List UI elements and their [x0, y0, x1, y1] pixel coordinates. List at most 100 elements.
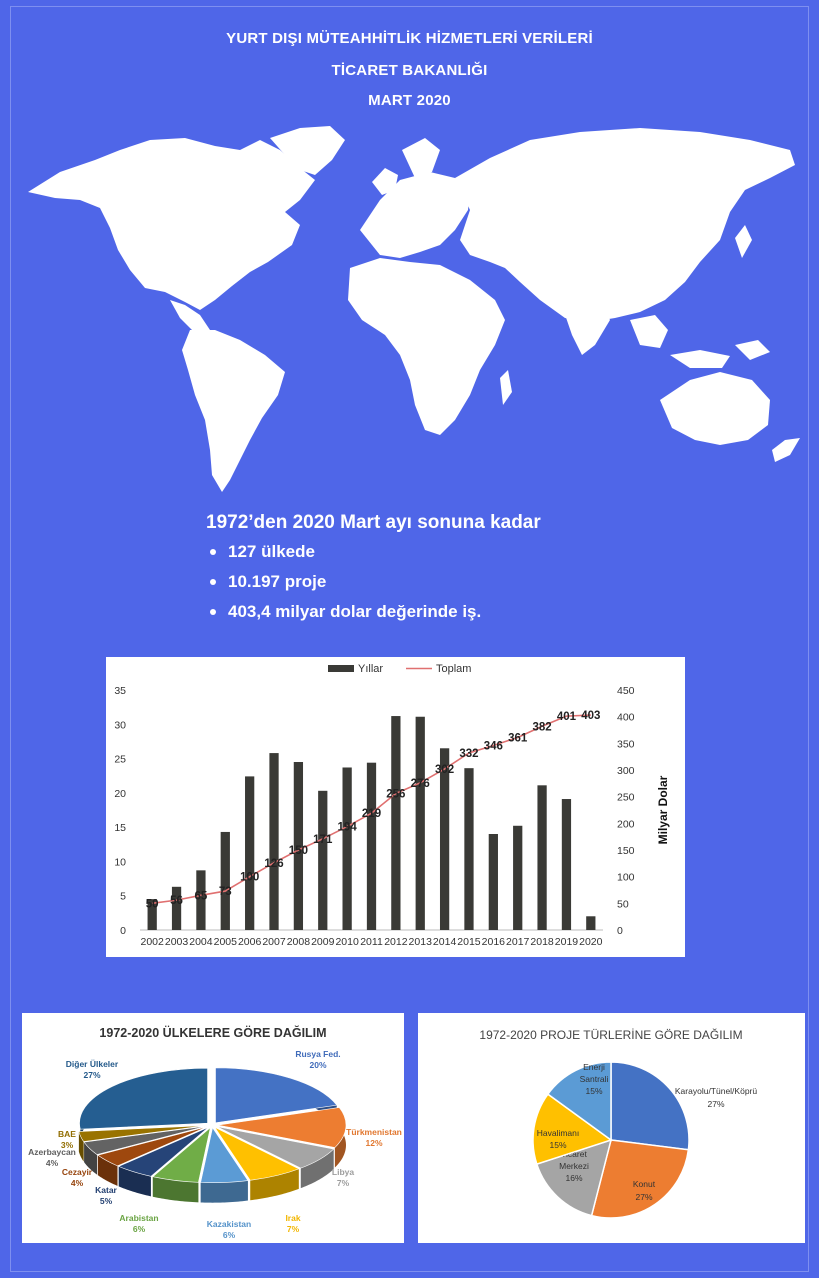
pie-slice-percent: 6% [133, 1224, 146, 1234]
bar [561, 799, 572, 930]
bar [147, 899, 157, 930]
pie-slice [117, 1126, 209, 1177]
total-data-label: 73 [219, 886, 232, 898]
x-tick-label: 2015 [457, 936, 481, 948]
total-data-label: 50 [146, 898, 159, 910]
pie-slice-label: Katar [95, 1185, 117, 1195]
y-left-tick-label: 20 [114, 788, 126, 800]
bar [196, 870, 206, 930]
pie-slice-label: Havalimanı [537, 1128, 580, 1138]
pie-slice-percent: 7% [287, 1224, 300, 1234]
bar [488, 834, 498, 930]
summary-item: 403,4 milyar dolar değerinde iş. [206, 602, 541, 622]
pie-slice-percent: 7% [337, 1178, 350, 1188]
pie-slice-side [97, 1155, 118, 1186]
bar [415, 716, 425, 930]
pie-slice-side [200, 1180, 248, 1203]
pie-slice-percent: 16% [565, 1173, 582, 1183]
x-tick-label: 2008 [287, 936, 311, 948]
bar [171, 886, 182, 930]
y-right-tick-label: 0 [617, 925, 623, 937]
pie-slice-label: Irak [285, 1213, 300, 1223]
bar [537, 785, 547, 930]
bar [513, 825, 523, 930]
x-tick-label: 2005 [214, 936, 238, 948]
pie-slice [217, 1107, 347, 1148]
pie-slice-label: Rusya Fed. [295, 1049, 340, 1059]
pie-slice [610, 1061, 690, 1151]
pie-slice-percent: 27% [83, 1070, 100, 1080]
bar [366, 762, 377, 930]
pie-slice-side [118, 1166, 151, 1197]
total-data-label: 256 [386, 788, 405, 800]
pie-slice-side [250, 1168, 299, 1201]
pie-slice-side [84, 1142, 98, 1175]
pie-slice-percent: 27% [635, 1192, 652, 1202]
pie-slice-label: Merkezi [559, 1161, 589, 1171]
pie-slice-label: Türkmenistan [346, 1127, 402, 1137]
y-left-tick-label: 10 [114, 856, 126, 868]
pie-slice-percent: 15% [549, 1140, 566, 1150]
bar [220, 831, 230, 930]
y-right-tick-label: 350 [617, 738, 635, 750]
total-data-label: 56 [170, 895, 183, 907]
bar [293, 762, 304, 930]
pie-slice-percent: 5% [100, 1196, 113, 1206]
summary-lead: 1972’den 2020 Mart ayı sonuna kadar [206, 512, 541, 533]
pie-slice [83, 1125, 207, 1155]
pie-slice-label: Santrali [580, 1074, 609, 1084]
total-data-label: 401 [557, 711, 577, 723]
title-line-2: TİCARET BAKANLIĞI [331, 62, 488, 79]
y-right-tick-label: 400 [617, 712, 635, 724]
pie-slice-percent: 4% [71, 1178, 84, 1188]
x-tick-label: 2016 [482, 936, 506, 948]
pie-slice-label: Cezayir [62, 1167, 93, 1177]
x-tick-label: 2012 [384, 936, 408, 948]
pie-slice-percent: 27% [707, 1099, 724, 1109]
bar [391, 716, 401, 930]
pie-slice-side [78, 1131, 84, 1162]
x-tick-label: 2007 [262, 936, 286, 948]
total-data-label: 361 [508, 732, 528, 744]
pie-slice-label: Karayolu/Tünel/Köprü [675, 1086, 757, 1096]
y-left-tick-label: 5 [120, 891, 126, 903]
pie-slice-label: Arabistan [119, 1213, 158, 1223]
bar [318, 790, 328, 930]
total-data-label: 194 [338, 822, 358, 834]
x-tick-label: 2010 [335, 936, 359, 948]
x-tick-label: 2020 [579, 936, 603, 948]
x-tick-label: 2002 [141, 936, 165, 948]
summary-item-text: 127 ülkede [228, 542, 315, 561]
pie-slice-side [152, 1176, 199, 1203]
bar [439, 748, 450, 930]
total-data-label: 65 [195, 890, 208, 902]
title-line-3: MART 2020 [368, 92, 451, 109]
y-left-tick-label: 25 [114, 754, 126, 766]
pie-slice-side [300, 1149, 334, 1189]
country-pie-chart: 1972-2020 ÜLKELERE GÖRE DAĞILIM Rusya Fed… [28, 1025, 402, 1240]
x-tick-label: 2009 [311, 936, 335, 948]
y-right-tick-label: 450 [617, 685, 635, 697]
pie-slice-percent: 15% [585, 1086, 602, 1096]
pie-slice-label: Ticaret [561, 1149, 587, 1159]
total-data-label: 403 [581, 710, 600, 722]
y-right-axis-label: Milyar Dolar [656, 775, 670, 844]
pie-slice [535, 1138, 613, 1217]
summary-block: 1972’den 2020 Mart ayı sonuna kadar 127 … [206, 512, 541, 632]
total-data-label: 171 [313, 834, 333, 846]
total-data-label: 150 [289, 845, 308, 857]
pie-slice [590, 1139, 690, 1219]
pie-slice-label: Konut [633, 1179, 656, 1189]
pie-slice-label: Azerbaycan [28, 1147, 76, 1157]
pie-slice-percent: 6% [223, 1230, 236, 1240]
country-pie-panel: 1972-2020 ÜLKELERE GÖRE DAĞILIM Rusya Fed… [22, 1013, 404, 1243]
total-data-label: 276 [411, 778, 430, 790]
bullet-icon [210, 609, 216, 615]
bar-line-chart-panel: Yıllar Toplam 0 5 10 15 20 25 30 35 0 50 100 150 200 25… [106, 657, 685, 957]
y-right-tick-label: 100 [617, 872, 635, 884]
pie-slice [532, 1093, 613, 1166]
bar [464, 768, 474, 930]
y-right-tick-label: 200 [617, 818, 635, 830]
total-data-label: 346 [484, 740, 503, 752]
x-tick-label: 2013 [409, 936, 433, 948]
